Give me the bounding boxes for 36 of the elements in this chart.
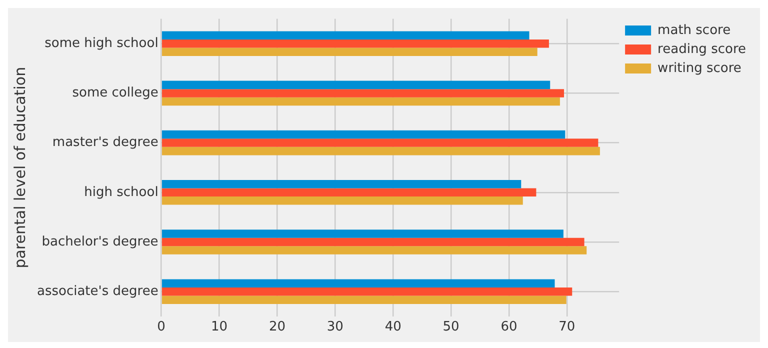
y-tick-label: master's degree: [52, 135, 158, 150]
y-tick-label: some college: [72, 86, 158, 101]
bar: [162, 287, 572, 296]
bar: [162, 279, 555, 288]
bar: [162, 296, 566, 304]
x-tick-label: 10: [210, 320, 228, 335]
y-tick-label: high school: [84, 184, 158, 200]
x-tick-label: 70: [558, 320, 576, 335]
bar: [162, 188, 536, 197]
bar: [162, 138, 598, 147]
bar: [162, 230, 564, 238]
legend-label: writing score: [658, 60, 742, 76]
x-tick-label: 60: [500, 320, 518, 335]
bar: [162, 146, 600, 156]
bar: [162, 39, 549, 48]
x-tick-label: 20: [268, 320, 286, 335]
y-tick-label: associate's degree: [36, 284, 158, 299]
y-tick-label: some high school: [44, 36, 158, 51]
y-axis-title: parental level of education: [10, 66, 29, 268]
bar: [162, 80, 550, 90]
x-tick-label: 30: [326, 320, 344, 335]
y-tick-label: bachelor's degree: [42, 234, 158, 250]
bar: [162, 31, 530, 40]
bar: [162, 196, 523, 205]
bar: [162, 89, 564, 98]
legend-label: reading score: [658, 42, 746, 57]
bar: [162, 130, 566, 139]
bar: [162, 180, 522, 188]
legend-label: math score: [658, 22, 731, 38]
x-tick-label: 50: [442, 320, 460, 335]
x-tick-label: 40: [384, 320, 402, 335]
bar: [162, 246, 587, 254]
bar: [162, 97, 560, 106]
x-tick-label: 0: [157, 320, 166, 335]
bar: [162, 238, 584, 246]
bar: [162, 48, 538, 56]
